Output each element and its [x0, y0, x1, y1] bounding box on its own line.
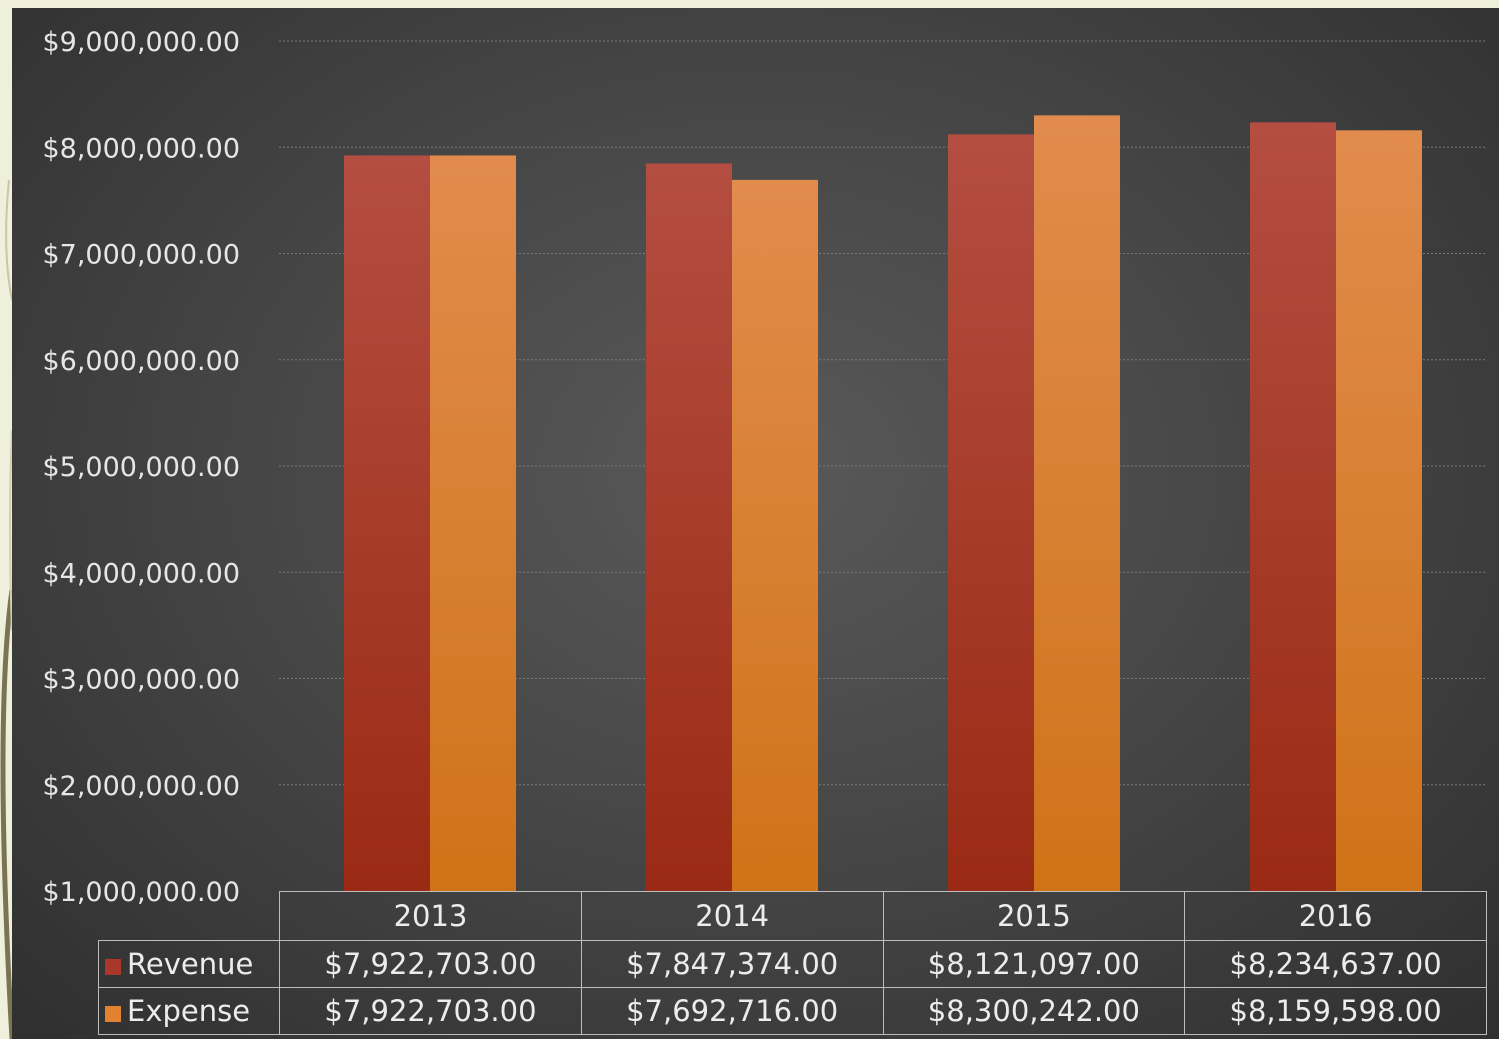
bar-expense-2014 [732, 179, 818, 891]
revenue-legend-key [105, 959, 121, 975]
y-tick-label: $5,000,000.00 [42, 452, 240, 483]
y-tick-label: $4,000,000.00 [42, 558, 240, 589]
category-label-2015: 2015 [882, 891, 1186, 941]
data-table-row-revenue: Revenue $7,922,703.00 $7,847,374.00 $8,1… [97, 940, 1487, 988]
revenue-series-label: Revenue [127, 947, 254, 981]
bars [344, 115, 1422, 892]
category-label-2016: 2016 [1184, 891, 1487, 941]
bar-expense-2016 [1336, 130, 1422, 891]
bar-revenue-2013 [344, 155, 430, 892]
revenue-value-2016: $8,234,637.00 [1184, 940, 1487, 988]
revenue-value-2013: $7,922,703.00 [279, 940, 582, 988]
y-tick-label: $7,000,000.00 [42, 240, 240, 271]
expense-series-label: Expense [127, 994, 251, 1028]
bar-revenue-2015 [948, 134, 1034, 892]
bar-revenue-2014 [646, 163, 732, 892]
chart-panel: $1,000,000.00 $2,000,000.00 $3,000,000.00 $… [12, 8, 1499, 1039]
y-tick-label: $9,000,000.00 [42, 27, 240, 58]
revenue-value-2015: $8,121,097.00 [882, 940, 1186, 988]
data-table-row-expense: Expense $7,922,703.00 $7,692,716.00 $8,3… [97, 987, 1487, 1035]
expense-legend-key [105, 1006, 121, 1022]
category-label-2014: 2014 [580, 891, 884, 941]
y-tick-label: $1,000,000.00 [42, 877, 240, 908]
data-table: 2013 2014 2015 2016 Revenue $7,922,703.0… [97, 891, 1487, 1035]
y-tick-label: $8,000,000.00 [42, 133, 240, 164]
y-tick-label: $2,000,000.00 [42, 771, 240, 802]
expense-value-2016: $8,159,598.00 [1184, 987, 1487, 1035]
bar-revenue-2016 [1250, 122, 1336, 891]
data-table-corner [99, 892, 280, 941]
revenue-value-2014: $7,847,374.00 [580, 940, 884, 988]
y-tick-label: $6,000,000.00 [42, 346, 240, 377]
expense-value-2015: $8,300,242.00 [882, 987, 1186, 1035]
legend-expense: Expense [97, 987, 281, 1035]
bar-expense-2015 [1034, 115, 1120, 891]
category-label-2013: 2013 [279, 891, 582, 941]
y-axis-ticks: $1,000,000.00 $2,000,000.00 $3,000,000.00 $… [42, 27, 240, 908]
legend-revenue: Revenue [97, 940, 281, 988]
expense-value-2013: $7,922,703.00 [279, 987, 582, 1035]
chart-plot-area: $1,000,000.00 $2,000,000.00 $3,000,000.00 $… [42, 27, 1487, 908]
data-table-header-row: 2013 2014 2015 2016 [99, 891, 1487, 941]
bar-expense-2013 [430, 155, 516, 892]
expense-value-2014: $7,692,716.00 [580, 987, 884, 1035]
y-tick-label: $3,000,000.00 [42, 665, 240, 696]
